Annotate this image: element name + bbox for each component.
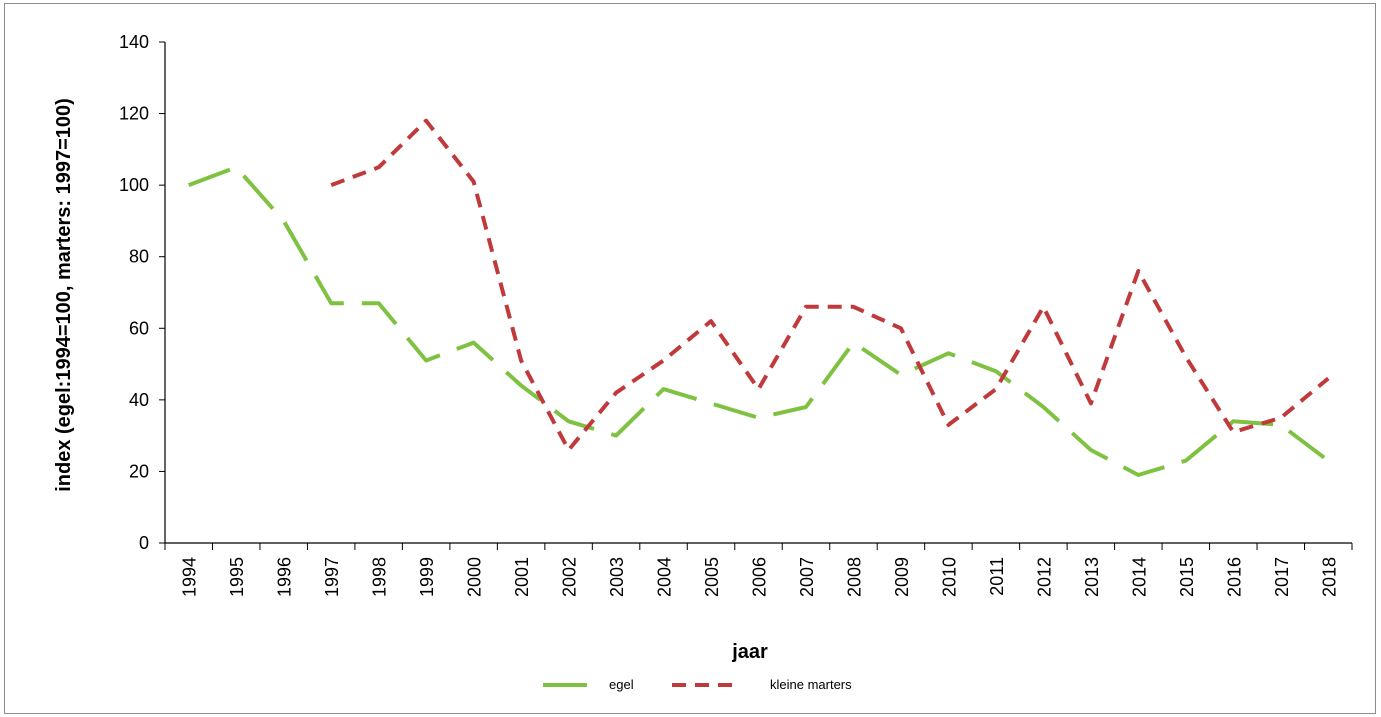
y-tick-label: 20 <box>129 461 149 481</box>
x-tick-label: 2005 <box>702 557 722 597</box>
x-tick-label: 2008 <box>844 557 864 597</box>
x-tick-label: 1997 <box>322 557 342 597</box>
x-tick-label: 2004 <box>655 557 675 597</box>
series-line-kleine-marters <box>330 118 1330 452</box>
x-axis-title: jaar <box>731 641 768 663</box>
chart-frame <box>4 3 1376 714</box>
x-tick-label: 2000 <box>465 557 485 597</box>
x-tick-label: 2001 <box>512 557 532 597</box>
x-tick-label: 2007 <box>797 557 817 597</box>
x-tick-label: 2011 <box>987 557 1007 596</box>
series-layer <box>187 118 1330 477</box>
x-tick-label: 2018 <box>1319 557 1339 597</box>
x-tick-label: 2017 <box>1272 557 1292 597</box>
series-line-egel <box>187 165 1330 477</box>
x-tick-label: 1999 <box>417 557 437 597</box>
y-axis-title: index (egel:1994=100, marters: 1997=100) <box>53 98 75 492</box>
y-tick-label: 120 <box>119 104 149 124</box>
y-tick-label: 0 <box>139 533 149 553</box>
x-tick-label: 1996 <box>275 557 295 597</box>
y-tick-label: 80 <box>129 247 149 267</box>
x-tick-label: 2016 <box>1224 557 1244 597</box>
y-tick-label: 140 <box>119 32 149 52</box>
x-tick-label: 1994 <box>180 557 200 597</box>
legend: egel kleine marters <box>543 677 852 692</box>
legend-label-kleine-marters: kleine marters <box>770 677 852 692</box>
axes <box>164 42 1352 544</box>
x-tick-label: 2015 <box>1177 557 1197 597</box>
x-tick-label: 1998 <box>370 557 390 597</box>
legend-label-egel: egel <box>609 677 634 692</box>
y-tick-label: 100 <box>119 175 149 195</box>
x-tick-label: 2012 <box>1034 557 1054 597</box>
x-axis-ticks: 1994 1995 1996 1997 1998 1999 2000 2001 2002 2003… <box>164 543 1353 597</box>
x-tick-label: 2009 <box>892 557 912 597</box>
y-axis-ticks: 0 20 40 60 80 100 120 140 <box>119 32 165 553</box>
x-tick-label: 2002 <box>560 557 580 597</box>
y-tick-label: 40 <box>129 390 149 410</box>
x-tick-label: 2014 <box>1129 557 1149 597</box>
x-tick-label: 2010 <box>939 557 959 597</box>
y-tick-label: 60 <box>129 318 149 338</box>
x-tick-label: 2013 <box>1082 557 1102 597</box>
x-tick-label: 2003 <box>607 557 627 597</box>
x-tick-label: 1995 <box>227 557 247 597</box>
x-tick-label: 2006 <box>750 557 770 597</box>
